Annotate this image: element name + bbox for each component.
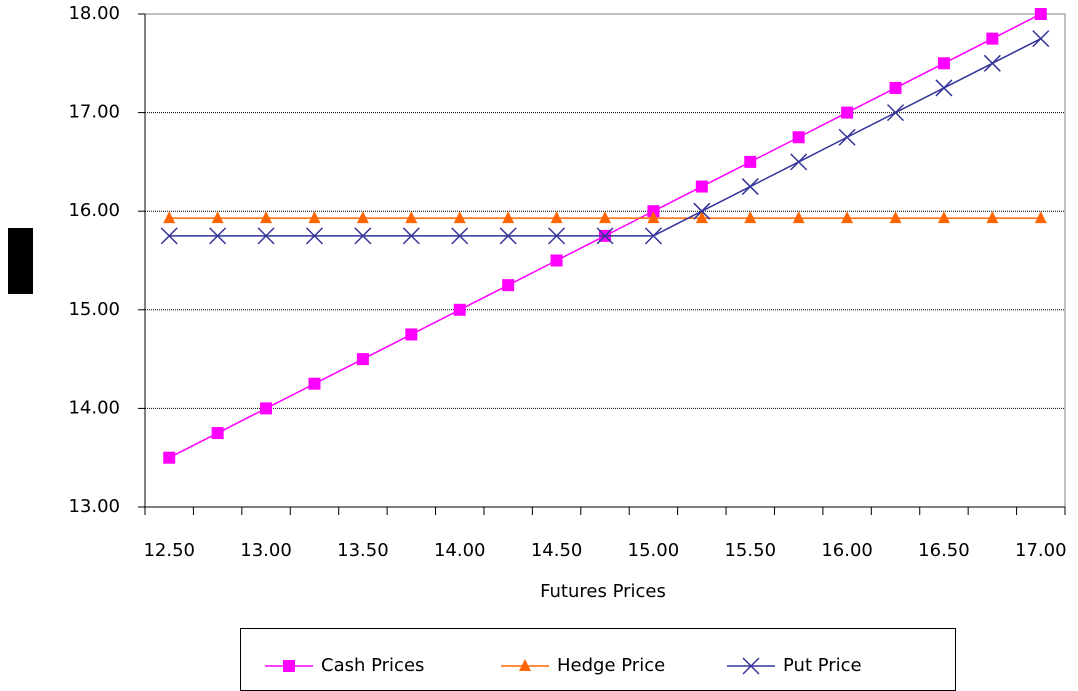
y-tick-label: 15.00	[68, 299, 120, 320]
x-tick-label: 13.00	[240, 540, 292, 561]
data-point	[886, 104, 905, 122]
data-point	[644, 227, 662, 245]
data-point	[211, 427, 224, 440]
data-point	[986, 32, 999, 45]
x-tick-label: 12.50	[143, 540, 195, 561]
data-point	[986, 211, 999, 224]
legend-marker	[742, 657, 760, 675]
data-point	[257, 227, 275, 245]
data-point	[550, 254, 563, 267]
data-point	[453, 211, 466, 224]
data-point	[260, 402, 273, 415]
data-point	[1034, 211, 1047, 224]
data-point	[499, 227, 517, 245]
x-tick-label: 16.00	[821, 540, 873, 561]
y-tick-label: 17.00	[68, 102, 120, 123]
data-point	[163, 211, 176, 224]
data-point	[405, 328, 418, 341]
legend-label: Hedge Price	[557, 655, 665, 676]
data-point	[356, 211, 369, 224]
data-point	[453, 303, 466, 316]
data-point	[935, 79, 953, 97]
data-point	[1032, 30, 1050, 48]
data-point	[695, 180, 708, 193]
legend-marker	[283, 660, 295, 672]
data-point	[937, 211, 950, 224]
data-point	[693, 202, 711, 220]
data-point	[405, 211, 418, 224]
data-point	[741, 178, 759, 196]
x-tick-label: 17.00	[1015, 540, 1067, 561]
data-point	[550, 211, 563, 224]
y-tick-label: 13.00	[68, 496, 120, 517]
data-point	[889, 81, 902, 94]
x-tick-label: 15.50	[724, 540, 776, 561]
legend-marker	[519, 659, 531, 671]
y-tick-label: 16.00	[68, 200, 120, 221]
x-tick-label: 14.00	[434, 540, 486, 561]
y-tick-label: 14.00	[68, 397, 120, 418]
data-point	[160, 227, 178, 245]
data-point	[356, 353, 369, 366]
data-point	[599, 211, 611, 224]
data-point	[647, 211, 660, 224]
redacted-label	[8, 228, 33, 294]
data-point	[792, 211, 805, 224]
data-point	[308, 211, 321, 224]
legend-label: Put Price	[783, 655, 862, 676]
data-point	[163, 451, 176, 464]
data-point	[402, 227, 420, 245]
data-point	[305, 227, 324, 245]
y-tick-label: 18.00	[68, 3, 120, 24]
data-point	[744, 211, 757, 224]
data-point	[1034, 8, 1047, 20]
series-line	[169, 37, 1042, 237]
data-point	[596, 227, 614, 245]
data-point	[695, 211, 708, 224]
data-point	[841, 211, 854, 224]
data-point	[308, 377, 321, 390]
x-tick-label: 13.50	[337, 540, 389, 561]
data-point	[211, 211, 224, 224]
data-point	[889, 211, 902, 224]
data-point	[502, 211, 515, 224]
data-point	[838, 128, 856, 146]
data-point	[548, 227, 566, 245]
data-point	[937, 57, 950, 70]
data-point	[841, 106, 854, 119]
data-point	[451, 227, 469, 245]
data-point	[260, 211, 273, 224]
data-point	[502, 279, 515, 292]
x-tick-label: 16.50	[918, 540, 970, 561]
data-point	[744, 155, 757, 168]
x-axis-title: Futures Prices	[540, 581, 666, 602]
x-tick-label: 14.50	[531, 540, 583, 561]
data-point	[790, 153, 808, 171]
data-point	[209, 227, 227, 245]
data-point	[792, 131, 805, 144]
data-point	[354, 227, 372, 245]
data-point	[983, 54, 1001, 72]
x-tick-label: 15.00	[628, 540, 680, 561]
legend-label: Cash Prices	[321, 655, 424, 676]
